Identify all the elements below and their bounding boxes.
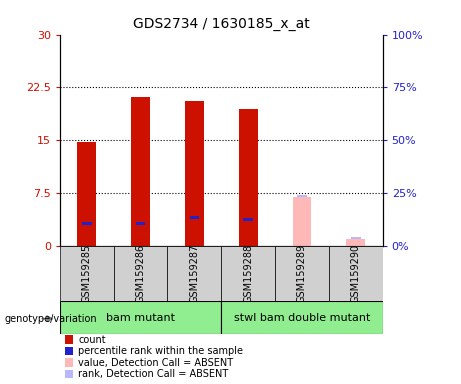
Text: percentile rank within the sample: percentile rank within the sample (78, 346, 243, 356)
Bar (297, 195, 307, 197)
Title: GDS2734 / 1630185_x_at: GDS2734 / 1630185_x_at (133, 17, 310, 31)
Bar (60, 246, 114, 301)
Text: count: count (78, 334, 106, 344)
Text: value, Detection Call = ABSENT: value, Detection Call = ABSENT (78, 358, 233, 367)
Bar (136, 222, 145, 225)
Bar (221, 246, 275, 301)
Bar (185, 101, 204, 246)
Bar (351, 237, 361, 239)
Bar (114, 246, 167, 301)
Bar (60, 301, 221, 334)
Bar (239, 109, 258, 246)
Bar (221, 301, 383, 334)
Bar (189, 215, 199, 219)
Bar (243, 218, 253, 221)
Bar (275, 246, 329, 301)
Text: bam mutant: bam mutant (106, 313, 175, 323)
Text: GSM159290: GSM159290 (351, 244, 361, 303)
Text: GSM159289: GSM159289 (297, 244, 307, 303)
Bar (77, 142, 96, 246)
Bar (346, 239, 365, 246)
Bar (131, 96, 150, 246)
Bar (167, 246, 221, 301)
Text: genotype/variation: genotype/variation (5, 314, 97, 324)
Text: GSM159288: GSM159288 (243, 244, 253, 303)
Text: GSM159287: GSM159287 (189, 244, 200, 303)
Text: GSM159286: GSM159286 (136, 244, 146, 303)
Text: rank, Detection Call = ABSENT: rank, Detection Call = ABSENT (78, 369, 229, 379)
Text: GSM159285: GSM159285 (82, 244, 92, 303)
Bar (329, 246, 383, 301)
Bar (293, 197, 311, 246)
Text: stwl bam double mutant: stwl bam double mutant (234, 313, 370, 323)
Bar (82, 222, 92, 225)
